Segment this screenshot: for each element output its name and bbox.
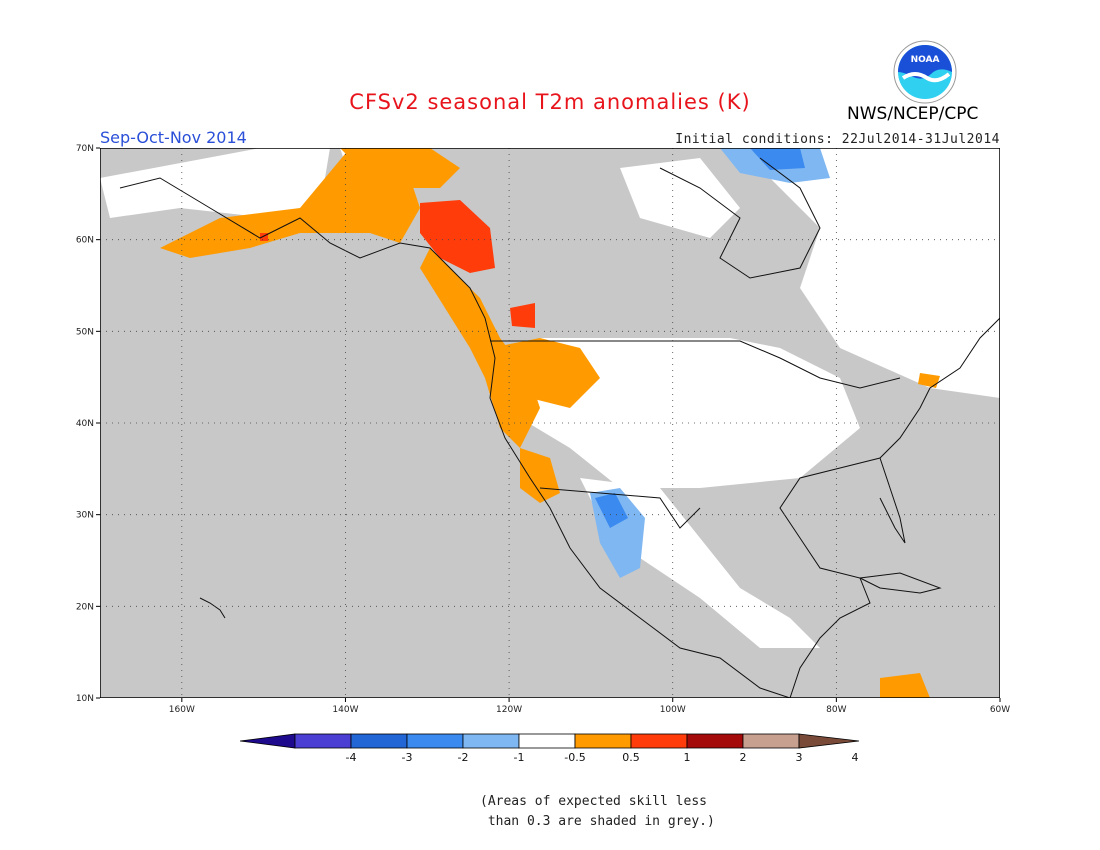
initial-conditions-label: Initial conditions: 22Jul2014-31Jul2014	[675, 132, 1000, 147]
lon-tick-label: 160W	[169, 705, 195, 715]
lon-tick-label: 100W	[660, 705, 686, 715]
coast-florida	[879, 457, 906, 544]
colorbar-tick-label: -3	[402, 751, 413, 764]
logo-text: NOAA	[911, 55, 940, 65]
orange-nw-us	[490, 338, 600, 408]
axis-labels: 160W 140W 120W 100W 80W 60W 10N 20N 30N 40N 50N 60N…	[76, 144, 1010, 715]
lon-tick-label: 120W	[496, 705, 522, 715]
orange-yukon-north	[340, 148, 460, 188]
skill-note: (Areas of expected skill less than 0.3 a…	[480, 792, 715, 832]
white-alaska	[100, 148, 330, 218]
colorbar-tick-label: -2	[458, 751, 469, 764]
border-us-canada	[490, 340, 901, 389]
coast-gulf	[779, 317, 1000, 698]
colorbar-segment	[686, 733, 744, 749]
colorbar-tick-label: -1	[514, 751, 525, 764]
lat-tick-label: 60N	[76, 236, 94, 246]
colorbar-segment	[462, 733, 520, 749]
lon-tick-label: 80W	[826, 705, 846, 715]
colorbar-tick-label: -0.5	[564, 751, 585, 764]
white-conus	[520, 338, 860, 488]
orange-bc-coast	[420, 248, 540, 448]
orange-alaska-south	[160, 148, 420, 258]
colorbar-segment	[294, 733, 352, 749]
colorbar-tick-label: 2	[740, 751, 747, 764]
lat-tick-label: 10N	[76, 694, 94, 704]
colorbar-segment	[518, 733, 576, 749]
colorbar-tick-label: 1	[684, 751, 691, 764]
lon-tick-label: 140W	[332, 705, 358, 715]
red-nwt	[420, 200, 495, 273]
colorbar-tick-label: 0.5	[622, 751, 640, 764]
blue-mexico-core	[595, 493, 628, 528]
coast-hudson	[659, 157, 821, 279]
blue-arctic-core	[750, 148, 805, 170]
anomaly-fill-layer	[100, 148, 1000, 698]
colorbar-segment	[406, 733, 464, 749]
orange-colombia	[880, 673, 930, 698]
white-ne-canada	[740, 148, 1000, 398]
lon-tick-label: 60W	[990, 705, 1010, 715]
white-hudson	[620, 158, 740, 238]
agency-label: NWS/NCEP/CPC	[847, 104, 979, 124]
colorbar-tick-label: -4	[346, 751, 357, 764]
coast-alaska	[119, 177, 791, 698]
lat-tick-label: 50N	[76, 327, 94, 337]
colorbar: -4 -3 -2 -1 -0.5 0.5 1 2 3 4	[240, 733, 860, 764]
gridline-layer	[100, 148, 1000, 698]
colorbar-segment	[574, 733, 632, 749]
skill-note-line-1: (Areas of expected skill less	[480, 794, 707, 809]
border-us-mexico	[539, 487, 701, 529]
anomaly-map	[100, 148, 1000, 698]
colorbar-segment	[742, 733, 800, 749]
coast-cuba	[858, 572, 942, 594]
colorbar-segment	[350, 733, 408, 749]
colorbar-tick-label: 4	[852, 751, 859, 764]
season-label: Sep-Oct-Nov 2014	[100, 128, 247, 147]
red-bc	[510, 303, 535, 328]
lat-tick-label: 30N	[76, 511, 94, 521]
lat-tick-label: 70N	[76, 144, 94, 154]
colorbar-left-arrow	[240, 733, 296, 749]
orange-nova-scotia	[918, 373, 940, 388]
colorbar-segment	[630, 733, 688, 749]
lat-tick-label: 40N	[76, 419, 94, 429]
lat-tick-label: 20N	[76, 602, 94, 612]
colorbar-right-arrow	[798, 733, 860, 749]
chart-title: CFSv2 seasonal T2m anomalies (K)	[349, 90, 751, 114]
noaa-logo-icon: NOAA	[893, 40, 957, 104]
colorbar-tick-label: 3	[796, 751, 803, 764]
skill-note-line-2: than 0.3 are shaded in grey.)	[480, 814, 715, 829]
